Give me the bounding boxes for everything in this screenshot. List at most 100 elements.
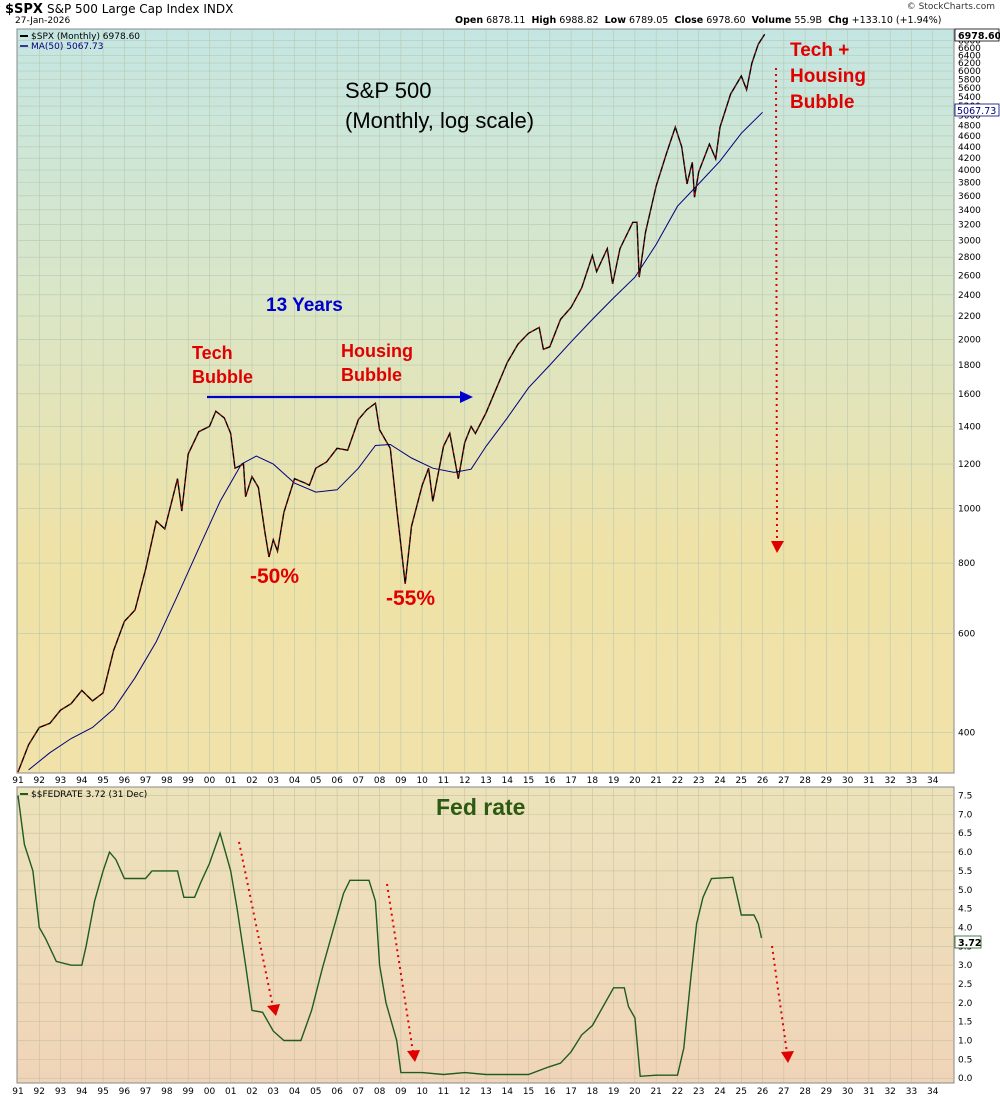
watermark: © StockCharts.com xyxy=(906,2,995,12)
fed-x-tick-label: 01 xyxy=(225,1087,236,1097)
fed-x-tick-label: 06 xyxy=(331,1087,343,1097)
fed-x-tick-label: 09 xyxy=(395,1087,407,1097)
price-y-tick-label: 600 xyxy=(958,629,975,639)
fed-x-tick-label: 91 xyxy=(12,1087,23,1097)
low-value: 6789.05 xyxy=(629,15,669,26)
fed-x-tick-label: 03 xyxy=(268,1087,279,1097)
chart-subtitle: (Monthly, log scale) xyxy=(345,108,534,133)
price-x-tick-label: 91 xyxy=(12,776,23,786)
fed-x-tick-label: 92 xyxy=(34,1087,45,1097)
price-legend: $SPX (Monthly) 6978.60 MA(50) 5067.73 xyxy=(20,32,140,52)
tech-bubble-label-1: Tech xyxy=(192,343,233,363)
fed-x-tick-label: 93 xyxy=(55,1087,66,1097)
price-x-tick-label: 02 xyxy=(246,776,257,786)
price-x-tick-label: 24 xyxy=(714,776,726,786)
fed-x-tick-label: 02 xyxy=(246,1087,257,1097)
fed-x-tick-label: 33 xyxy=(906,1087,917,1097)
volume-value: 55.9B xyxy=(794,15,823,26)
future-label-2: Housing xyxy=(790,66,866,87)
housing-bubble-label-2: Bubble xyxy=(341,365,402,385)
fed-x-tick-label: 23 xyxy=(693,1087,704,1097)
price-x-tick-label: 99 xyxy=(182,776,194,786)
price-y-tick-label: 3000 xyxy=(958,236,981,246)
fed-x-tick-label: 31 xyxy=(863,1087,874,1097)
fed-rate-line xyxy=(17,795,763,1078)
legend-spx: $SPX (Monthly) 6978.60 xyxy=(31,32,140,42)
fed-x-tick-label: 07 xyxy=(353,1087,364,1097)
price-y-tick-label: 4800 xyxy=(958,122,981,132)
fed-x-tick-label: 08 xyxy=(374,1087,386,1097)
fed-x-tick-label: 29 xyxy=(821,1087,833,1097)
fed-x-tick-label: 00 xyxy=(204,1087,216,1097)
fed-x-tick-label: 22 xyxy=(672,1087,683,1097)
price-y-tick-label: 5000 xyxy=(958,112,981,122)
fed-x-tick-label: 04 xyxy=(289,1087,301,1097)
ma50-line xyxy=(28,111,763,771)
ma-tag-value: 5067.73 xyxy=(957,106,996,117)
fed-x-tick-label: 21 xyxy=(650,1087,661,1097)
fed-y-tick-label: 2.0 xyxy=(958,999,973,1009)
fed-cut-arrows xyxy=(238,841,794,1063)
price-x-tick-label: 98 xyxy=(161,776,173,786)
price-y-tick-label: 400 xyxy=(958,728,975,738)
fed-y-tick-label: 4.5 xyxy=(958,905,972,915)
fed-x-tick-label: 20 xyxy=(629,1087,641,1097)
fed-y-tick-label: 7.5 xyxy=(958,792,972,802)
price-tag-value: 6978.60 xyxy=(958,31,1000,42)
price-x-tick-label: 96 xyxy=(119,776,131,786)
price-x-tick-label: 08 xyxy=(374,776,386,786)
price-x-tick-label: 30 xyxy=(842,776,854,786)
volume-label: Volume xyxy=(751,15,792,26)
legend-ma50: MA(50) 5067.73 xyxy=(31,42,103,52)
price-x-tick-label: 95 xyxy=(97,776,108,786)
price-y-tick-label: 3400 xyxy=(958,206,981,216)
fed-y-tick-label: 1.5 xyxy=(958,1018,972,1028)
fed-x-tick-label: 17 xyxy=(565,1087,576,1097)
fed-x-tick-label: 99 xyxy=(182,1087,194,1097)
future-label-3: Bubble xyxy=(790,92,854,113)
price-x-tick-label: 19 xyxy=(608,776,620,786)
fed-y-tick-labels: 7.57.06.56.05.55.04.54.03.53.02.52.01.51… xyxy=(958,792,973,1085)
drop1-label: -50% xyxy=(250,565,299,588)
price-y-tick-label: 5800 xyxy=(958,75,981,85)
price-x-tick-label: 32 xyxy=(884,776,895,786)
price-x-tick-label: 31 xyxy=(863,776,874,786)
chg-label: Chg xyxy=(828,15,849,26)
price-x-tick-label: 94 xyxy=(76,776,88,786)
fed-y-tick-label: 3.0 xyxy=(958,961,973,971)
price-x-tick-label: 12 xyxy=(459,776,470,786)
ticker-symbol: $SPX xyxy=(5,2,43,17)
price-x-tick-label: 34 xyxy=(927,776,939,786)
price-x-tick-label: 15 xyxy=(523,776,534,786)
price-y-tick-label: 1600 xyxy=(958,390,981,400)
price-x-tick-label: 06 xyxy=(331,776,343,786)
close-value: 6978.60 xyxy=(706,15,746,26)
price-x-tick-label: 97 xyxy=(140,776,151,786)
legend-fedrate: $$FEDRATE 3.72 (31 Dec) xyxy=(31,790,147,800)
index-name: S&P 500 Large Cap Index xyxy=(46,2,200,16)
fed-y-tick-label: 6.0 xyxy=(958,848,973,858)
price-y-tick-label: 2000 xyxy=(958,335,981,345)
fed-tag-value: 3.72 xyxy=(958,938,981,949)
high-value: 6988.82 xyxy=(559,15,599,26)
price-x-tick-label: 09 xyxy=(395,776,407,786)
price-y-tick-label: 2800 xyxy=(958,253,981,263)
price-x-tick-label: 20 xyxy=(629,776,641,786)
ma-tag: 5067.73 xyxy=(954,103,1000,117)
price-y-tick-label: 1400 xyxy=(958,422,981,432)
fed-x-tick-label: 30 xyxy=(842,1087,854,1097)
price-x-tick-label: 27 xyxy=(778,776,789,786)
price-x-tick-label: 01 xyxy=(225,776,236,786)
price-y-tick-label: 800 xyxy=(958,559,975,569)
price-y-tick-label: 4000 xyxy=(958,166,981,176)
fed-x-tick-label: 15 xyxy=(523,1087,534,1097)
price-y-tick-label: 6600 xyxy=(958,44,981,54)
fed-legend: $$FEDRATE 3.72 (31 Dec) xyxy=(20,790,147,800)
price-y-tick-label: 2600 xyxy=(958,271,981,281)
chg-value: +133.10 (+1.94%) xyxy=(851,15,942,26)
price-x-tick-label: 05 xyxy=(310,776,321,786)
price-y-tick-label: 6200 xyxy=(958,59,981,69)
price-y-tick-label: 1000 xyxy=(958,505,981,515)
fed-x-tick-label: 19 xyxy=(608,1087,620,1097)
chart-header: $SPX S&P 500 Large Cap Index INDX 27-Jan-… xyxy=(0,0,1000,30)
